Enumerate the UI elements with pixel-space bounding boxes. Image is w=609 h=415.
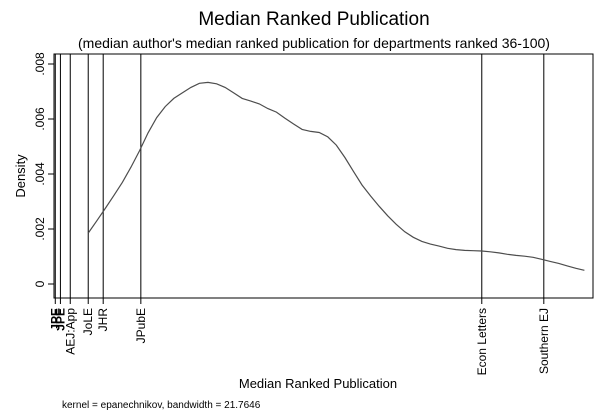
reference-line-label: Econ Letters	[475, 308, 489, 375]
density-curve	[87, 81, 585, 271]
plot-frame	[53, 53, 594, 299]
reference-line-label: JHR	[96, 308, 110, 332]
reference-line-label: JPE	[53, 308, 67, 331]
x-axis-title: Median Ranked Publication	[239, 376, 397, 391]
y-tick-label: 0	[33, 280, 47, 287]
chart-title: Median Ranked Publication	[198, 9, 429, 30]
chart-subtitle: (median author's median ranked publicati…	[78, 35, 550, 51]
y-tick-label: .006	[33, 107, 47, 131]
y-tick-label: .008	[33, 52, 47, 76]
reference-line-label: Southern EJ	[537, 308, 551, 374]
y-tick-label: .004	[33, 162, 47, 186]
reference-line-label: AEJ:App	[63, 308, 77, 355]
reference-line-label: JPubE	[134, 308, 148, 343]
reference-line-label: JPE	[48, 308, 62, 331]
reference-line-label: JoLE	[81, 308, 95, 335]
y-axis-title: Density	[13, 154, 28, 198]
y-axis: 0 .002 .004 .006 .008	[33, 52, 54, 287]
y-tick-label: .002	[33, 217, 47, 241]
kernel-note: kernel = epanechnikov, bandwidth = 21.76…	[62, 400, 261, 411]
